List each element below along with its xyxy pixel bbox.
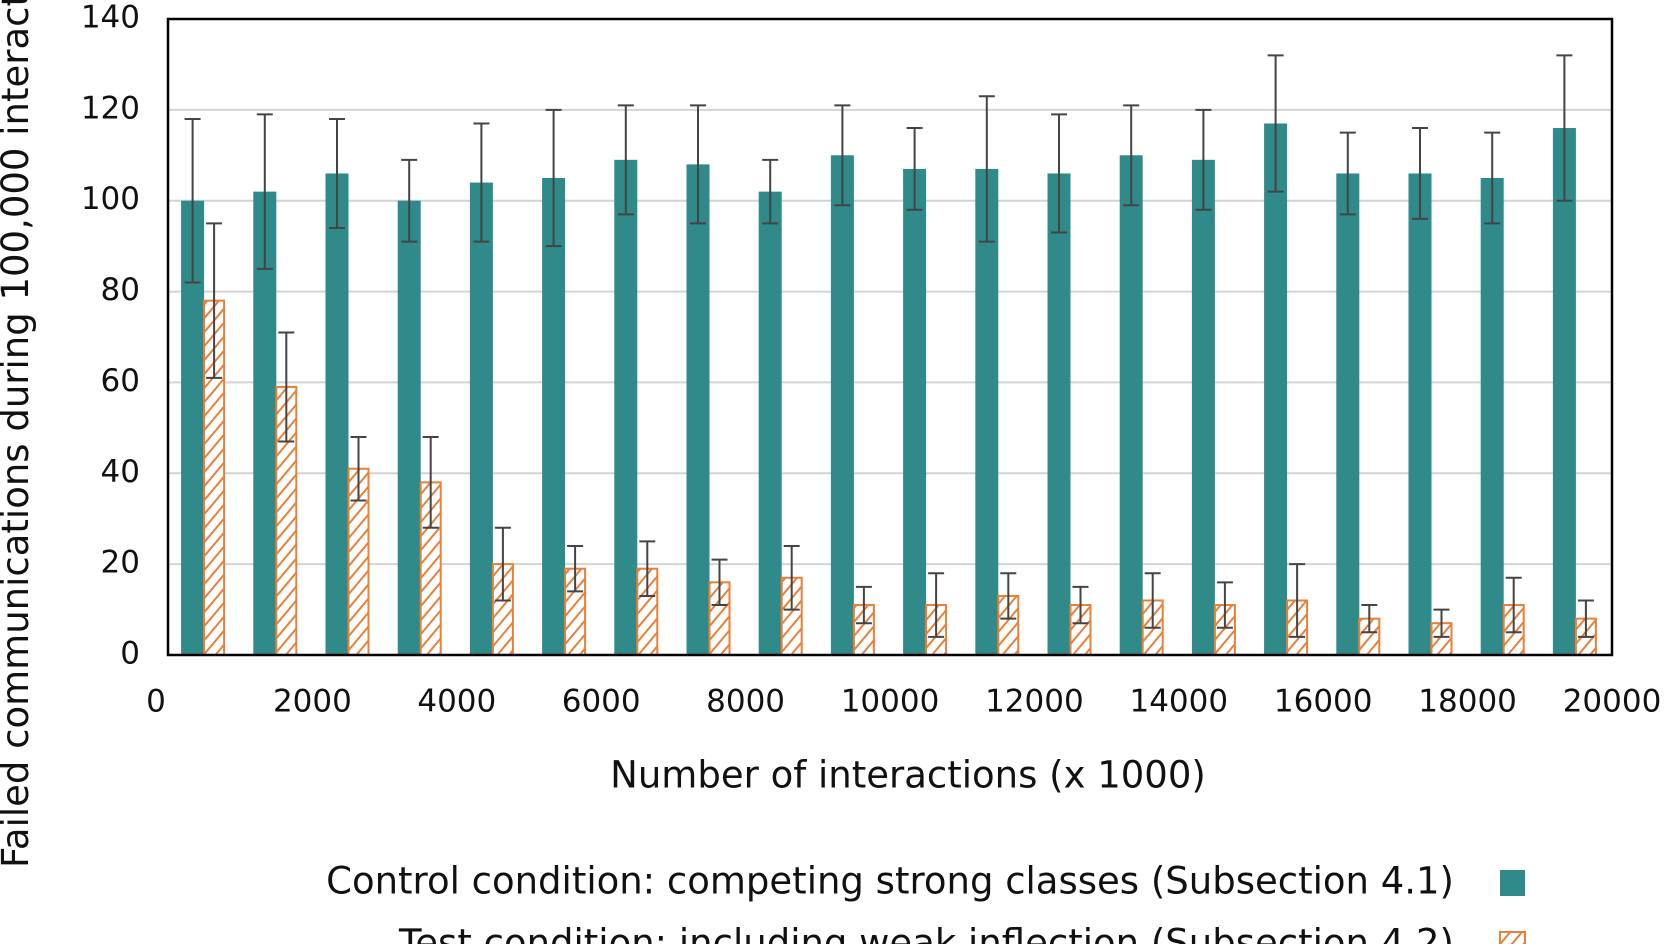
error-bar [206,222,223,379]
x-tick-label: 18000 [1418,684,1517,720]
error-bar [1072,585,1089,625]
x-axis-label: Number of interactions (x 1000) [610,754,1206,797]
y-tick-label: 80 [101,272,140,308]
error-bar [184,117,201,284]
bar [830,155,854,656]
x-tick-label: 20000 [1563,684,1662,720]
error-bar [1195,108,1212,211]
x-tick-label: 12000 [985,684,1084,720]
legend-marker [1499,931,1526,944]
error-bar [1267,54,1284,193]
plot-frame [166,17,1614,657]
error-bar [1556,54,1573,202]
bar [469,182,493,656]
error-bar [1051,113,1067,234]
x-tick-label: 8000 [706,684,785,720]
y-tick-label: 40 [101,454,140,490]
error-bar [401,158,418,243]
error-bar [329,117,345,229]
error-bar [1216,581,1233,629]
bar [542,178,566,655]
error-bar [711,558,728,607]
error-bar [1123,104,1140,207]
bar [181,200,205,655]
bar [1552,128,1576,655]
y-axis-label: Failed communications during 100,000 int… [0,0,37,868]
error-bar [1433,608,1450,638]
error-bar [1289,563,1306,638]
error-bar [1000,572,1017,620]
bar [903,168,927,655]
x-tick-label: 2000 [273,684,352,720]
bar [397,200,421,655]
error-bar [545,108,562,248]
error-bar [855,585,872,625]
error-bar [690,104,706,225]
error-bar [1484,131,1501,225]
bar [1191,159,1215,656]
error-bar [617,104,634,216]
bar [1480,178,1504,655]
error-bar [473,122,490,243]
error-bar [1505,576,1522,634]
error-bar [928,572,945,638]
bar [1408,173,1432,655]
bar [975,168,999,655]
bar [253,191,277,655]
y-tick-label: 140 [81,0,140,36]
error-bar [350,435,367,502]
error-bar [567,544,584,593]
error-bar [494,526,511,602]
x-tick-label: 14000 [1129,684,1228,720]
error-bar [1577,599,1594,638]
legend-label: Control condition: competing strong clas… [326,860,1454,903]
error-bar [783,544,800,611]
error-bar [762,158,779,225]
x-tick-label: 6000 [562,684,641,720]
error-bar [978,95,995,243]
x-tick-label: 10000 [841,684,940,720]
error-bar [1361,604,1378,634]
y-tick-label: 0 [120,636,140,672]
bar [1047,173,1071,655]
error-bar [906,127,923,211]
error-bar [1339,131,1356,216]
error-bar [834,104,851,207]
error-bar [278,331,295,443]
bar [614,159,638,656]
y-tick-label: 20 [101,545,140,581]
error-bar [639,540,656,597]
error-bar [422,435,439,529]
bar [686,164,710,655]
bar [1336,173,1360,655]
x-tick-label: 16000 [1274,684,1373,720]
bar [1264,123,1288,655]
legend-label: Test condition: including weak inflectio… [398,922,1454,944]
error-bar [1412,127,1428,220]
legend-marker [1500,870,1525,896]
x-tick-label: 0 [146,684,166,720]
x-tick-label: 4000 [417,684,496,720]
bar [758,191,782,655]
y-tick-label: 60 [101,363,140,399]
error-bar [256,113,273,270]
bar [325,173,349,655]
y-tick-label: 120 [81,90,140,126]
bar [1119,155,1143,656]
error-bar [1144,572,1161,629]
y-tick-label: 100 [81,181,140,217]
